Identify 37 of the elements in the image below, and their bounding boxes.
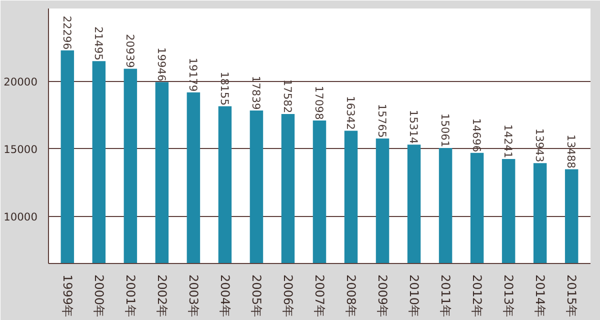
data-label: 19179	[186, 58, 200, 92]
data-label: 17839	[249, 76, 262, 110]
y-tick-label: 20000	[4, 75, 38, 88]
x-tick-label: 2001年	[123, 274, 138, 318]
x-tick-label: 2004年	[218, 274, 232, 318]
x-tick-label: 2003年	[186, 274, 200, 318]
data-label: 19946	[154, 47, 168, 82]
data-label: 13488	[564, 134, 578, 169]
data-label: 14241	[502, 124, 515, 158]
data-label: 17582	[280, 79, 294, 114]
y-tick-label: 15000	[4, 142, 38, 156]
x-tick-label: 2000年	[92, 274, 106, 318]
x-tick-label: 2007年	[312, 274, 326, 318]
x-tick-label: 2009年	[376, 274, 390, 318]
data-label: 15765	[376, 104, 389, 138]
y-tick-label: 10000	[4, 210, 38, 224]
x-tick-label: 2002年	[154, 274, 169, 318]
data-label: 17098	[312, 86, 326, 120]
x-tick-label: 2012年	[470, 274, 484, 318]
data-label: 14696	[470, 118, 484, 152]
x-tick-label: 2010年	[407, 274, 422, 318]
data-label: 18155	[218, 72, 231, 106]
x-tick-label: 2008年	[344, 274, 358, 318]
data-label: 22296	[60, 16, 74, 50]
x-tick-label: 2006年	[280, 274, 295, 318]
x-tick-label: 1999年	[60, 274, 74, 318]
x-tick-label: 2015年	[564, 274, 579, 318]
data-label: 20939	[123, 34, 136, 68]
x-tick-label: 2005年	[249, 274, 264, 318]
data-label: 16342	[344, 96, 358, 130]
data-label: 21495	[92, 26, 105, 60]
data-label: 13943	[533, 128, 546, 162]
data-label: 15061	[438, 113, 452, 148]
x-tick-label: 2014年	[533, 274, 548, 318]
x-tick-label: 2013年	[502, 274, 516, 318]
x-tick-label: 2011年	[438, 274, 453, 318]
data-label: 15314	[407, 110, 420, 144]
